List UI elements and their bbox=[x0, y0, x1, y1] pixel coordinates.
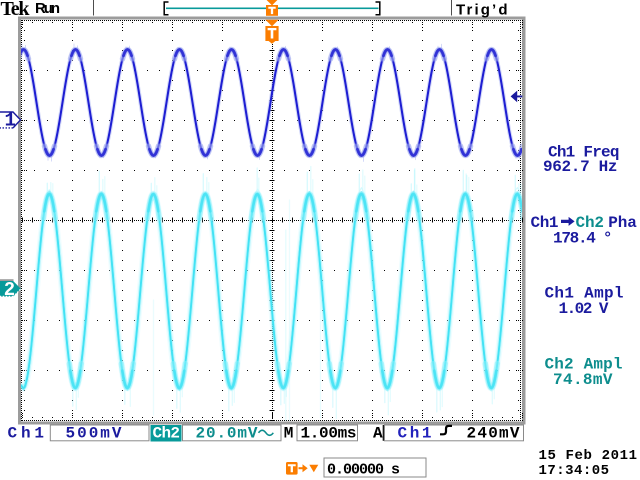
svg-text:500mV: 500mV bbox=[66, 425, 122, 443]
svg-text:Ch2: Ch2 bbox=[576, 214, 605, 232]
svg-text:Ch2 Ampl: Ch2 Ampl bbox=[545, 355, 623, 373]
svg-text:20.0mV: 20.0mV bbox=[196, 425, 258, 443]
svg-text:2: 2 bbox=[4, 279, 15, 301]
svg-text:Ch1: Ch1 bbox=[8, 425, 45, 443]
svg-text:Trig’d: Trig’d bbox=[456, 1, 508, 18]
svg-text:Ch1 Freq: Ch1 Freq bbox=[548, 143, 620, 161]
svg-text:74.8mV: 74.8mV bbox=[553, 371, 613, 389]
svg-text:Pha: Pha bbox=[608, 214, 637, 232]
svg-text:Ch2: Ch2 bbox=[153, 425, 181, 443]
svg-text:1.00ms: 1.00ms bbox=[301, 425, 357, 443]
svg-text:M: M bbox=[284, 425, 294, 443]
svg-text:1.02 V: 1.02 V bbox=[559, 300, 609, 318]
svg-text:Ch1 Ampl: Ch1 Ampl bbox=[545, 285, 624, 303]
svg-text:0.00000 s: 0.00000 s bbox=[327, 462, 400, 479]
svg-text:Ch1: Ch1 bbox=[398, 425, 432, 443]
svg-text:962.7 Hz: 962.7 Hz bbox=[543, 158, 618, 176]
svg-text:Tek: Tek bbox=[1, 0, 31, 20]
svg-text:178.4 °: 178.4 ° bbox=[553, 229, 613, 247]
svg-text:240mV: 240mV bbox=[467, 425, 520, 443]
svg-text:17:34:05: 17:34:05 bbox=[539, 463, 610, 479]
svg-text:1: 1 bbox=[5, 110, 16, 132]
svg-text:A: A bbox=[373, 425, 383, 443]
svg-text:Run: Run bbox=[35, 0, 60, 17]
svg-text:15 Feb 2011: 15 Feb 2011 bbox=[539, 448, 638, 464]
svg-text:Ch1: Ch1 bbox=[531, 214, 559, 232]
